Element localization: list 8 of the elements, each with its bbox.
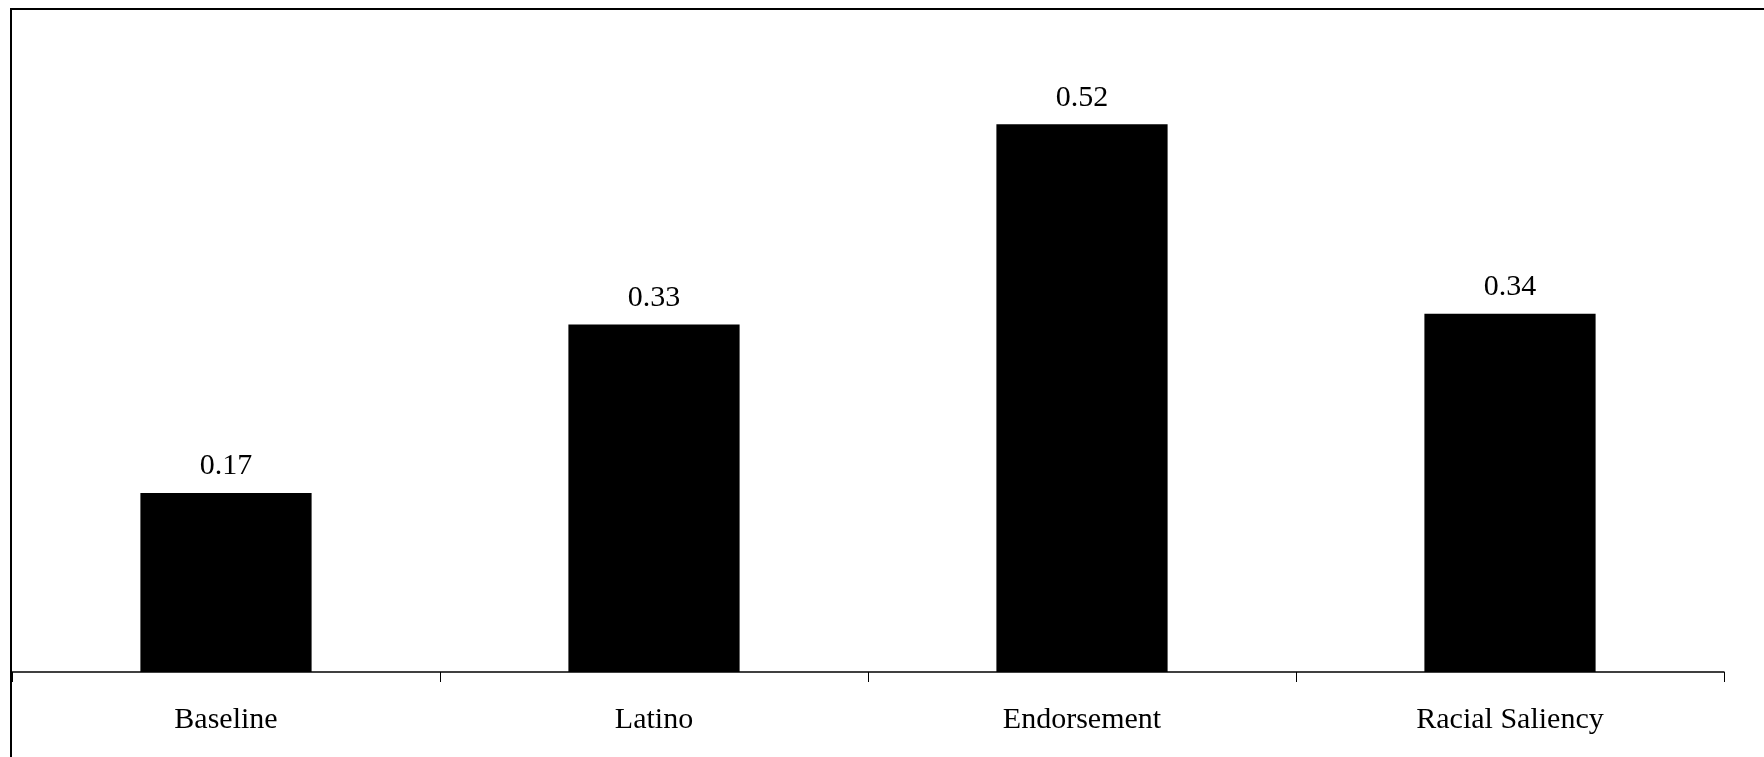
- data-label: 0.17: [199, 447, 253, 481]
- data-label: 0.33: [627, 278, 681, 312]
- x-tick-label: Latino: [614, 700, 694, 734]
- data-label: 0.52: [1055, 78, 1109, 112]
- x-tick-label: Racial Saliency: [1416, 700, 1604, 734]
- x-tick-label: Baseline: [174, 700, 278, 734]
- x-tick-label: Endorsement: [1002, 700, 1162, 734]
- data-label: 0.34: [1483, 268, 1537, 302]
